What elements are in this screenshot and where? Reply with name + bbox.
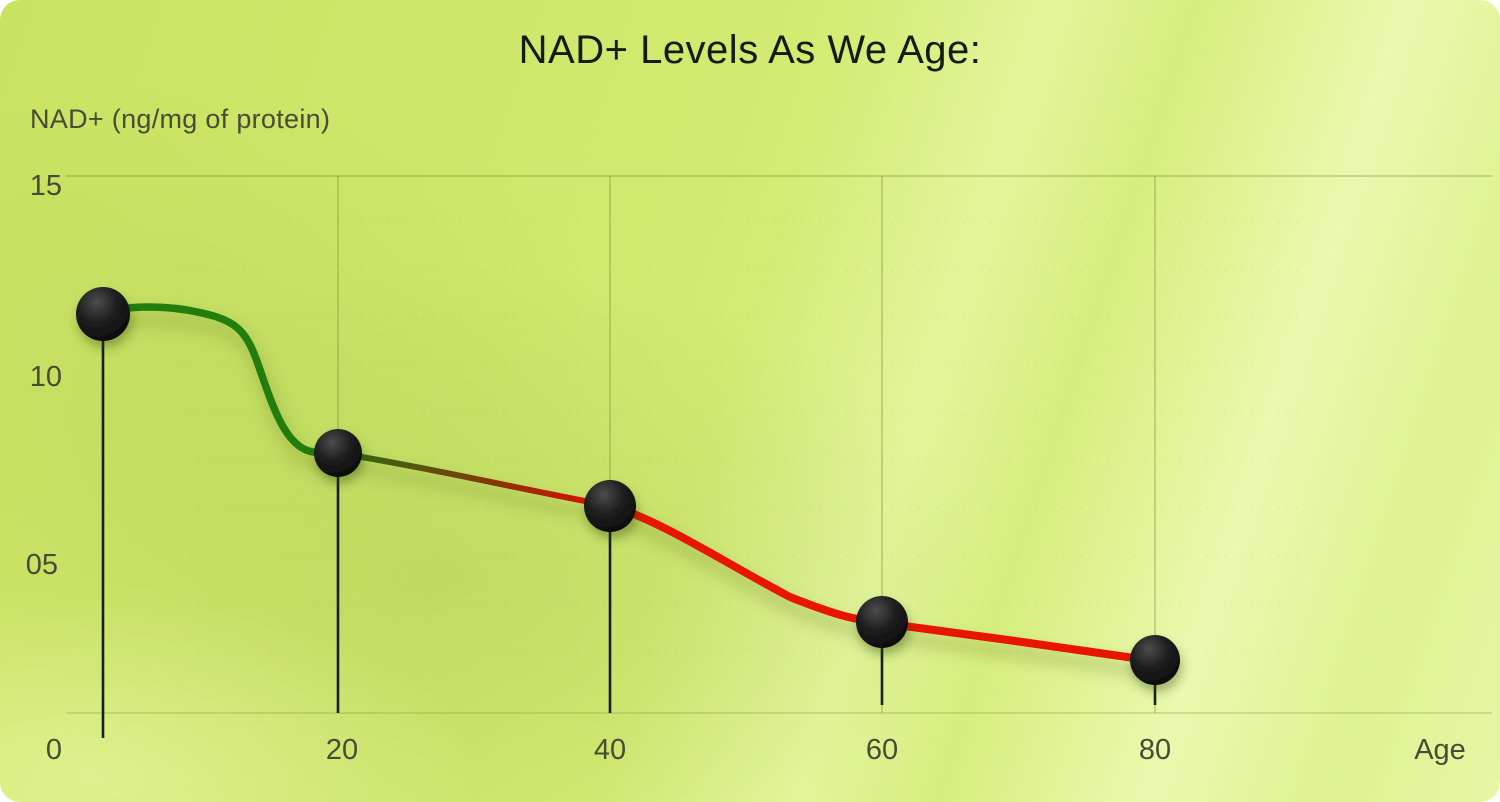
minor-gridlines <box>180 222 1300 652</box>
gridlines <box>66 175 1492 714</box>
data-point-age-0 <box>76 287 130 341</box>
x-tick-80: 80 <box>1138 734 1172 766</box>
y-axis-title: NAD+ (ng/mg of protein) <box>30 104 331 134</box>
nad-curve <box>99 303 1159 665</box>
y-tick-05: 05 <box>25 549 58 581</box>
data-points <box>76 287 1180 685</box>
y-tick-10: 10 <box>29 361 62 393</box>
data-point-age-60 <box>856 596 908 648</box>
x-tick-0: 0 <box>45 734 63 766</box>
data-point-age-40 <box>584 480 636 532</box>
x-tick-20: 20 <box>325 734 359 766</box>
data-point-age-20 <box>314 429 362 477</box>
x-axis-title: Age <box>1414 734 1466 766</box>
curve-segment-green <box>99 303 342 457</box>
chart-title: NAD+ Levels As We Age: <box>518 28 982 72</box>
x-tick-60: 60 <box>865 734 899 766</box>
data-point-age-80 <box>1130 635 1180 685</box>
y-tick-15: 15 <box>29 170 62 202</box>
curve-segment-red <box>607 502 1159 665</box>
curve-segment-transition <box>335 450 614 509</box>
x-tick-40: 40 <box>593 734 627 766</box>
